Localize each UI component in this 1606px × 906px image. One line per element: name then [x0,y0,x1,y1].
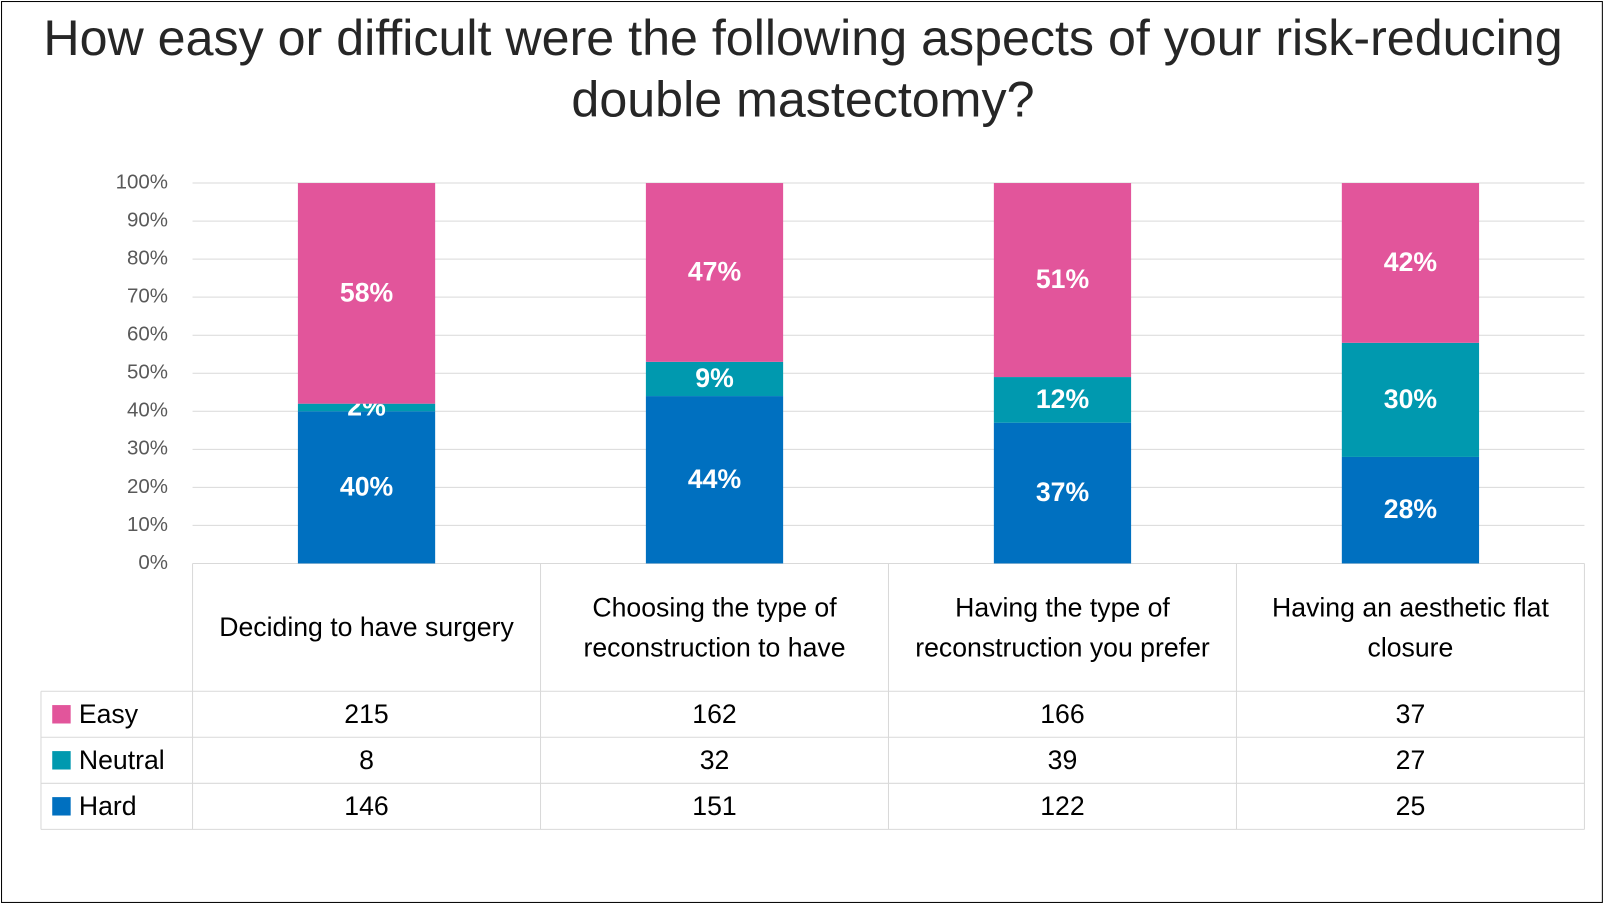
category-label: Having an aesthetic flat closure [1272,591,1549,663]
bar-segment [1341,456,1480,564]
table-value: 37 [1395,698,1426,730]
table-value: 39 [1047,744,1078,776]
y-tick-label: 10% [127,513,168,536]
table-value: 146 [344,790,389,822]
y-tick-label: 70% [127,285,168,308]
legend-label: Easy [78,698,139,730]
legend-label: Neutral [78,744,165,776]
data-label: 12% [1036,384,1089,414]
bar-segment [1341,183,1480,343]
data-label: 42% [1384,247,1437,277]
y-tick-label: 30% [127,437,168,460]
y-tick-label: 90% [127,209,168,232]
data-label: 37% [1036,477,1089,507]
legend-key [52,797,71,816]
table-value: 27 [1395,744,1426,776]
y-tick-label: 100% [116,170,168,193]
category-label: Choosing the type of reconstruction to h… [583,591,846,663]
data-label: 30% [1384,384,1437,414]
y-tick-label: 20% [127,475,168,498]
chart-title: How easy or difficult were the following… [43,11,1563,128]
table-value: 151 [692,790,737,822]
legend-label: Hard [78,790,137,822]
legend-key [52,705,71,724]
y-tick-label: 40% [127,399,168,422]
bar-segment [645,396,784,564]
table-value: 215 [344,698,389,730]
table-value: 166 [1040,698,1085,730]
bar-segment [297,403,436,412]
bar-segment [993,377,1132,423]
y-tick-label: 60% [127,323,168,346]
table-value: 162 [692,698,737,730]
bar-segment [645,183,784,362]
data-label: 58% [340,277,393,307]
data-label: 47% [688,257,741,287]
y-tick-label: 80% [127,247,168,270]
bar-segment [645,361,784,397]
bar-segment [297,411,436,564]
data-label: 40% [340,471,393,501]
table-value: 32 [699,744,730,776]
category-label: Having the type of reconstruction you pr… [915,591,1210,663]
bar-segment [993,422,1132,564]
bar-segment [993,183,1132,378]
table-value: 8 [359,744,374,776]
y-tick-label: 50% [127,361,168,384]
y-tick-label: 0% [138,551,168,574]
table-value: 122 [1040,790,1085,822]
data-label: 28% [1384,494,1437,524]
bar-segment [297,183,436,404]
data-label: 9% [695,363,733,393]
data-label: 51% [1036,264,1089,294]
bar-segment [1341,342,1480,457]
category-label: Deciding to have surgery [219,611,514,643]
data-label: 44% [688,464,741,494]
legend-key [52,751,71,770]
table-value: 25 [1395,790,1426,822]
